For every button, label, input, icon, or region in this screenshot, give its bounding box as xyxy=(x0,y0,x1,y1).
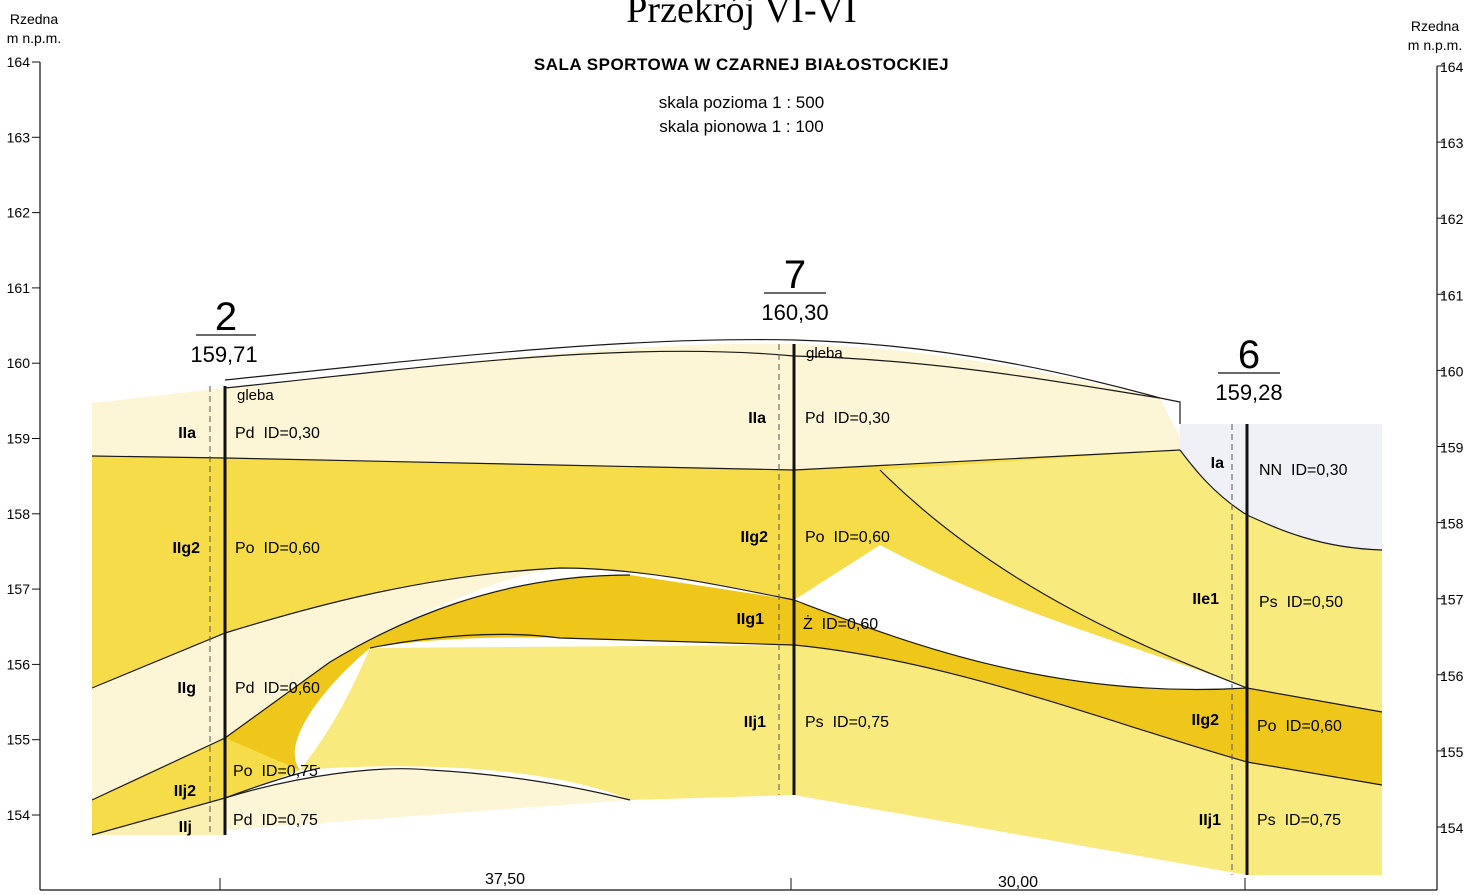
right-axis-label-unit: m n.p.m. xyxy=(1407,37,1463,53)
bh2-top-label: gleba xyxy=(237,387,274,404)
right-axis-tick-label: 163 xyxy=(1440,135,1464,151)
IIg2-base-line xyxy=(91,567,1248,691)
bh2-layer-desc: Po ID=0,60 xyxy=(235,540,320,557)
left-axis-tick-label: 162 xyxy=(7,205,31,221)
borehole-2-elevation: 159,71 xyxy=(190,342,257,367)
right-axis-tick-label: 162 xyxy=(1440,211,1464,227)
distance-2-7: 37,50 xyxy=(485,871,525,888)
bh2-layer-desc: Pd ID=0,30 xyxy=(235,425,320,442)
right-axis-header: Rzedna m n.p.m. xyxy=(1398,17,1472,55)
left-axis-tick-label: 158 xyxy=(7,506,31,522)
layer-boundaries xyxy=(91,338,1383,836)
left-axis-label-unit: m n.p.m. xyxy=(6,30,62,46)
bh7-layer-code: IIg1 xyxy=(736,611,764,628)
bh2-layer-code: IIj2 xyxy=(174,783,196,800)
axes xyxy=(39,62,1438,891)
horizontal-scale: skala pozioma 1 : 500 xyxy=(658,93,825,112)
left-axis-tick-label: 155 xyxy=(7,732,31,748)
layer-IIj2-fill xyxy=(92,738,300,835)
left-axis-tick-label: 154 xyxy=(7,807,31,823)
right-axis-tick-label: 158 xyxy=(1440,516,1464,532)
bh7-layer-desc: Po ID=0,60 xyxy=(805,529,890,546)
IIe1-upper-line xyxy=(879,469,1383,713)
bh6-layer-desc: Po ID=0,60 xyxy=(1257,718,1342,735)
layer-fills xyxy=(92,343,1382,875)
layer-Ia-fill xyxy=(1180,424,1382,550)
left-axis-tick-label: 156 xyxy=(7,656,31,672)
distance-dimensions: 37,50 30,00 xyxy=(219,871,1246,891)
borehole-7-number: 7 xyxy=(784,253,806,297)
IIg1-base-line xyxy=(369,633,1383,786)
right-axis-tick-label: 164 xyxy=(1440,59,1464,75)
bh6-layer-desc: Ps ID=0,75 xyxy=(1257,812,1341,829)
layer-IIg-fill xyxy=(92,568,560,800)
bh7-layer-code: IIj1 xyxy=(744,714,766,731)
bh2-layer-desc: Pd ID=0,60 xyxy=(235,680,320,697)
distance-7-6: 30,00 xyxy=(998,874,1038,891)
layer-IIe1-fill xyxy=(880,450,1382,712)
left-axis-header: Rzedna m n.p.m. xyxy=(5,10,63,48)
borehole-headings: 2 159,71 7 160,30 6 159,28 xyxy=(190,253,1282,405)
borehole-7-elevation: 160,30 xyxy=(761,300,828,325)
right-axis-tick-label: 159 xyxy=(1440,440,1464,456)
bh7-layer-desc: Ż ID=0,60 xyxy=(803,614,878,633)
right-axis-tick-label: 154 xyxy=(1440,820,1464,836)
bh6-layer-desc: Ps ID=0,50 xyxy=(1259,594,1343,611)
borehole-2-number: 2 xyxy=(215,295,237,339)
bh7-layer-code: IIa xyxy=(748,410,766,427)
soil-base-line xyxy=(224,350,1161,399)
left-axis-tick-label: 164 xyxy=(7,54,31,70)
drawing-title: Przekrój VI-VI xyxy=(626,0,857,31)
bh7-layer-code: IIg2 xyxy=(740,529,768,546)
IIj2-base-line xyxy=(91,768,631,836)
layer-IIg1-fill xyxy=(225,575,1382,785)
IIj2-upper-line xyxy=(224,767,321,799)
bh6-layer-code: Ia xyxy=(1211,455,1224,472)
left-axis-tick-label: 163 xyxy=(7,129,31,145)
IIa-base-line xyxy=(91,449,1181,471)
layer-IIj-fill xyxy=(225,768,630,830)
bh6-layer-desc: NN ID=0,30 xyxy=(1259,462,1348,479)
bh2-layer-desc: Po ID=0,75 xyxy=(233,763,318,780)
right-axis-label-top: Rzedna xyxy=(1410,18,1460,34)
bh2-layer-code: IIj xyxy=(179,819,192,836)
boreholes xyxy=(196,292,1280,875)
bh2-layer-code: IIg2 xyxy=(172,540,200,557)
bh6-layer-code: IIe1 xyxy=(1192,591,1219,608)
layer-IIj1-fill xyxy=(300,645,1382,875)
right-axis-tick-label: 156 xyxy=(1440,668,1464,684)
bh7-layer-desc: Ps ID=0,75 xyxy=(805,714,889,731)
ground-surface-line xyxy=(224,338,1181,424)
right-axis-tick-label: 155 xyxy=(1440,744,1464,760)
layer-IIa-fill xyxy=(92,343,1250,515)
left-axis-tick-label: 160 xyxy=(7,355,31,371)
bh7-top-label: gleba xyxy=(806,345,843,362)
left-axis-tick-label: 157 xyxy=(7,581,31,597)
bh2-layer-code: IIg xyxy=(177,680,196,697)
project-subtitle: SALA SPORTOWA W CZARNEJ BIAŁOSTOCKIEJ xyxy=(533,55,950,74)
bh2-layer-desc: Pd ID=0,75 xyxy=(233,812,318,829)
axis-ticks: 164 164 163 163 162 162 161 161 160 160 159 159 158 1… xyxy=(7,54,1464,836)
bh6-layer-code: IIg2 xyxy=(1191,712,1219,729)
bh6-layer-code: IIj1 xyxy=(1199,812,1221,829)
left-axis-label-top: Rzedna xyxy=(9,11,59,27)
bh2-layer-code: IIa xyxy=(178,425,196,442)
borehole-6-number: 6 xyxy=(1238,333,1260,377)
left-axis-tick-label: 159 xyxy=(7,431,31,447)
right-axis-tick-label: 160 xyxy=(1440,363,1464,379)
right-axis-tick-label: 161 xyxy=(1440,287,1464,303)
right-axis-tick-label: 157 xyxy=(1440,592,1464,608)
vertical-scale: skala pionowa 1 : 100 xyxy=(659,117,824,136)
left-axis-tick-label: 161 xyxy=(7,280,31,296)
borehole-6-elevation: 159,28 xyxy=(1215,380,1282,405)
IIg-base-line xyxy=(91,574,631,801)
bh7-layer-desc: Pd ID=0,30 xyxy=(805,410,890,427)
layer-labels: gleba gleba IIa Pd ID=0,30 IIg2 Po ID=0,… xyxy=(172,345,1347,836)
